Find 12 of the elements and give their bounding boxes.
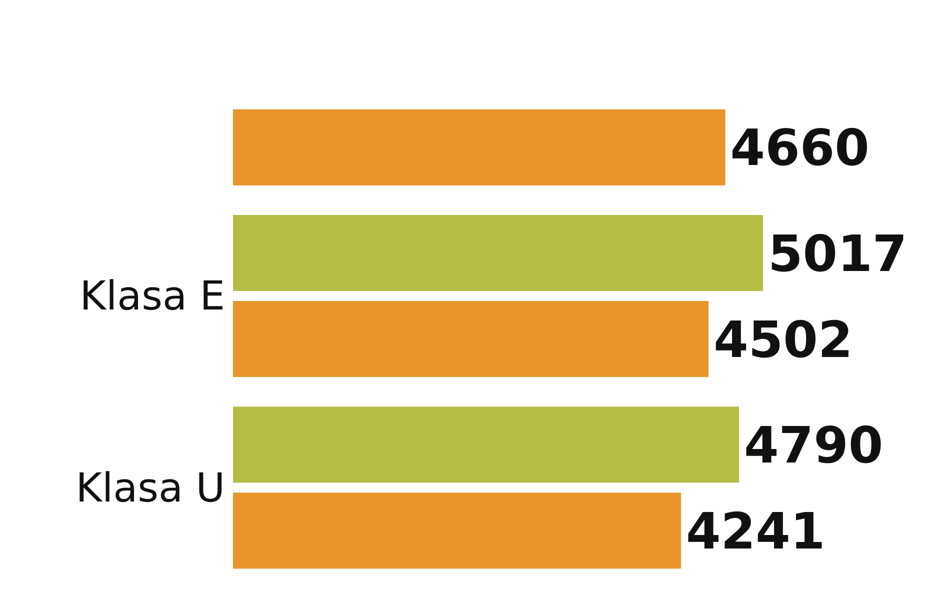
data-label: 4502	[714, 310, 853, 369]
bar	[233, 492, 682, 569]
data-label: 5017	[768, 224, 908, 283]
bar	[233, 406, 740, 483]
y-tick-label: Klasa U	[76, 465, 225, 512]
bar	[233, 215, 763, 291]
data-label: 4241	[686, 502, 826, 560]
data-label: 4660	[730, 119, 870, 178]
bar	[233, 109, 726, 186]
data-label: 4790	[744, 416, 884, 474]
bar	[233, 301, 709, 377]
y-tick-label: Klasa E	[80, 274, 225, 320]
